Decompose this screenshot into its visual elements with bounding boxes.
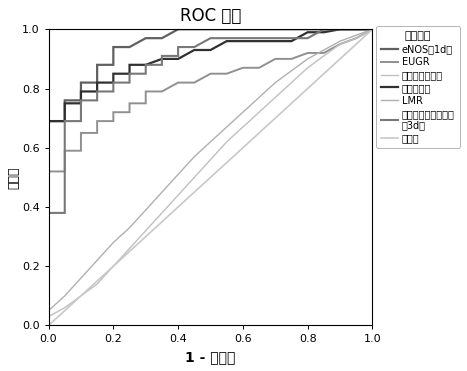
Y-axis label: 敏感度: 敏感度: [7, 166, 20, 188]
X-axis label: 1 - 特异性: 1 - 特异性: [185, 350, 236, 364]
Legend: eNOS（1d）, EUGR, 咋啊因治疗天数, 总吸氧天数, LMR, 重度肺泡间质综合征
（3d）, 参考线: eNOS（1d）, EUGR, 咋啊因治疗天数, 总吸氧天数, LMR, 重度肺…: [375, 26, 460, 148]
Title: ROC 曲线: ROC 曲线: [180, 7, 241, 25]
